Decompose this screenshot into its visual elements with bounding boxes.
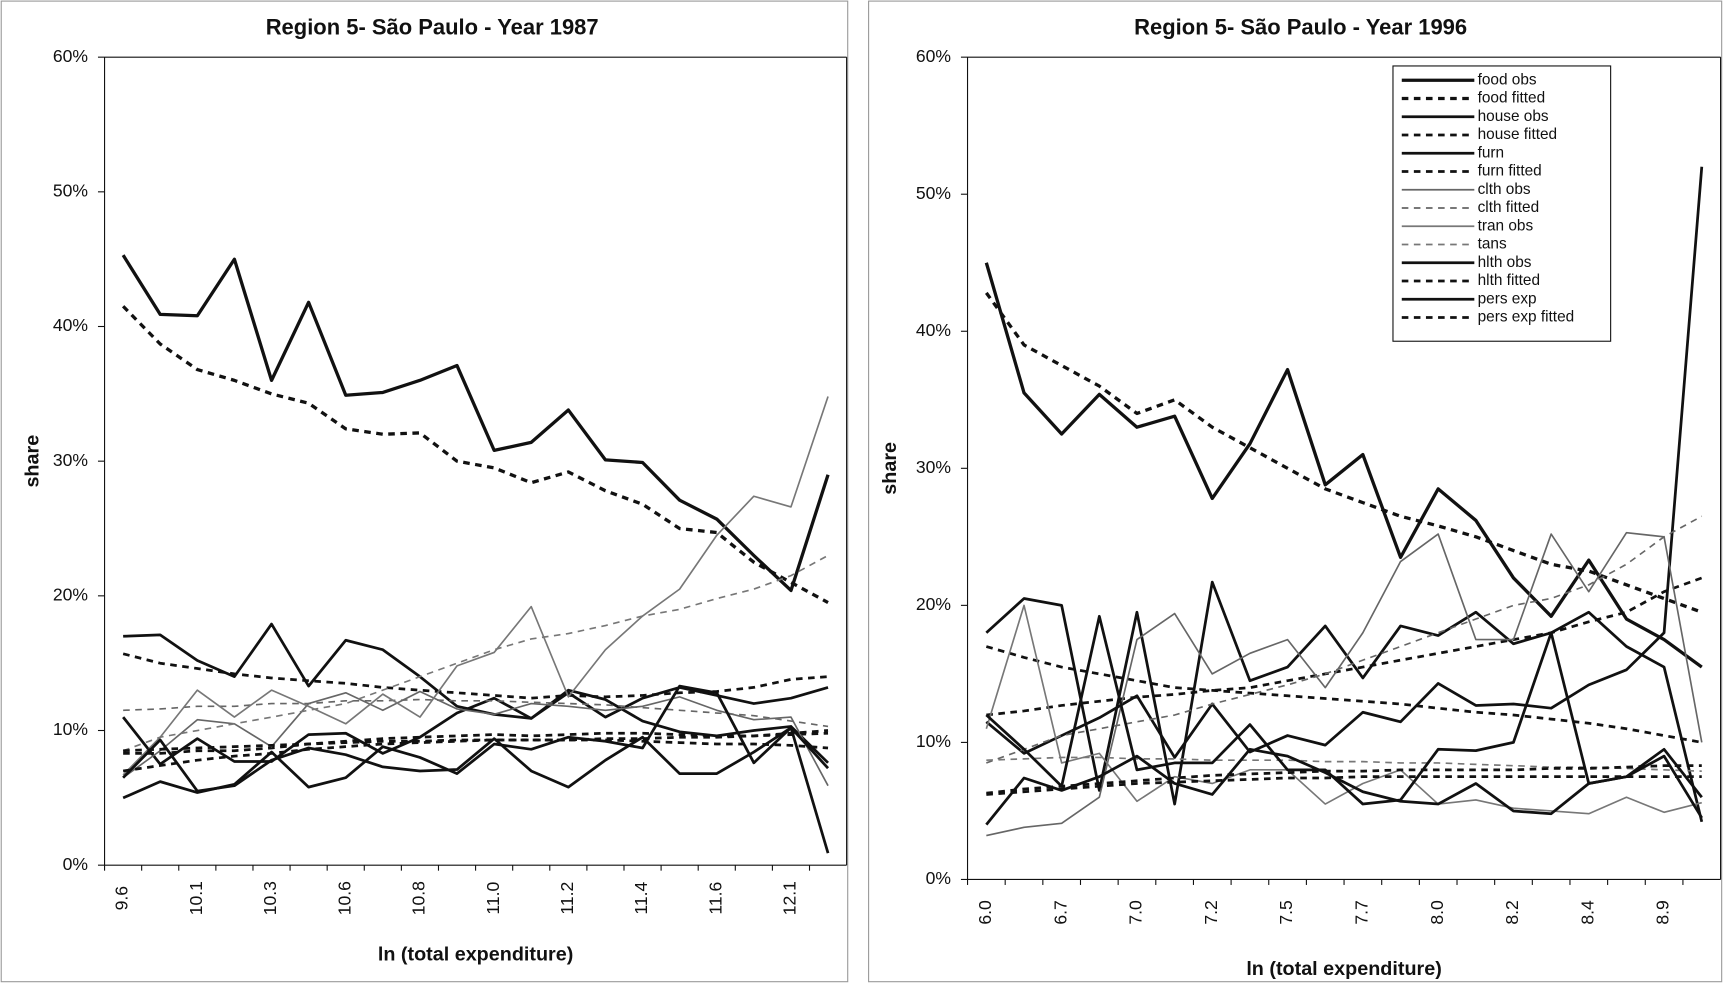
legend-label: tans <box>1478 236 1507 253</box>
legend-label: tran obs <box>1478 217 1534 234</box>
x-tick-label: 11.0 <box>483 881 503 914</box>
legend-label: furn fitted <box>1478 163 1542 180</box>
legend-label: pers exp <box>1478 290 1537 307</box>
y-tick-label: 20% <box>916 594 951 614</box>
series-line <box>123 698 829 728</box>
series-line <box>986 531 1703 837</box>
series-line <box>984 291 1703 614</box>
y-tick-label: 0% <box>926 868 951 888</box>
series-line <box>986 764 1702 795</box>
x-tick-label: 10.6 <box>334 881 354 915</box>
x-tick-label: 10.1 <box>186 881 206 915</box>
legend-label: house fitted <box>1478 126 1558 143</box>
series-line <box>122 554 829 752</box>
x-tick-label: 8.0 <box>1427 900 1447 925</box>
x-tick-label: 6.7 <box>1050 900 1070 924</box>
legend-label: furn <box>1478 144 1505 161</box>
x-axis-title: ln (total expenditure) <box>378 944 573 966</box>
legend-label: hlth obs <box>1478 254 1532 271</box>
y-tick-label: 40% <box>916 320 951 340</box>
x-tick-label: 8.9 <box>1653 900 1673 924</box>
series-line <box>122 690 829 787</box>
series-line <box>123 731 829 755</box>
x-tick-label: 10.8 <box>409 881 429 915</box>
y-tick-label: 10% <box>53 719 88 739</box>
x-tick-label: 8.4 <box>1577 900 1597 925</box>
y-tick-label: 0% <box>63 854 88 874</box>
series-line <box>121 254 830 593</box>
series-line <box>122 726 830 793</box>
y-tick-label: 10% <box>916 731 951 751</box>
series-line <box>121 305 829 604</box>
series-line <box>122 652 829 700</box>
panel-frame <box>0 0 849 983</box>
panel-frame <box>868 0 1723 983</box>
y-tick-label: 60% <box>53 46 88 66</box>
x-tick-label: 8.2 <box>1502 900 1522 924</box>
x-axis-title: ln (total expenditure) <box>1246 958 1441 980</box>
y-axis-title: share <box>21 435 43 488</box>
x-tick-label: 7.7 <box>1352 900 1372 924</box>
x-tick-label: 7.5 <box>1276 900 1296 925</box>
x-tick-label: 11.4 <box>631 881 651 914</box>
series-line <box>986 775 1702 796</box>
legend-label: clth fitted <box>1478 199 1540 216</box>
y-axis-title: share <box>879 442 901 495</box>
y-tick-label: 60% <box>916 46 951 66</box>
series-line <box>985 604 1702 815</box>
series-line <box>985 614 1703 806</box>
x-tick-label: 9.6 <box>112 886 132 910</box>
x-tick-label: 7.0 <box>1126 900 1146 925</box>
y-tick-label: 50% <box>916 183 951 203</box>
series-line <box>122 688 829 766</box>
chart-title: Region 5- São Paulo - Year 1996 <box>1134 14 1467 39</box>
x-tick-label: 11.2 <box>557 882 577 915</box>
x-tick-label: 12.1 <box>780 881 800 915</box>
y-tick-label: 20% <box>53 584 88 604</box>
series-line <box>122 684 830 854</box>
x-tick-label: 11.6 <box>705 882 725 915</box>
legend-label: food fitted <box>1478 90 1546 107</box>
series-line <box>123 729 829 753</box>
legend-label: food obs <box>1478 71 1537 88</box>
x-tick-label: 10.3 <box>260 881 280 915</box>
series-line <box>123 622 829 720</box>
legend-label: hlth fitted <box>1478 272 1540 289</box>
series-line <box>122 396 829 776</box>
legend-label: house obs <box>1478 108 1549 125</box>
series-line <box>985 747 1703 826</box>
series-line <box>985 166 1704 759</box>
legend-box <box>1392 65 1612 342</box>
y-tick-label: 30% <box>53 450 88 470</box>
legend-label: pers exp fitted <box>1478 309 1575 326</box>
series-line <box>985 645 1703 744</box>
y-tick-label: 40% <box>53 315 88 335</box>
y-tick-label: 30% <box>916 457 951 477</box>
x-tick-label: 6.0 <box>975 900 995 925</box>
chart-title: Region 5- São Paulo - Year 1987 <box>266 14 599 39</box>
y-tick-label: 50% <box>53 180 88 200</box>
series-line <box>986 515 1703 764</box>
x-tick-label: 7.2 <box>1201 900 1221 924</box>
legend-label: clth obs <box>1478 181 1531 198</box>
